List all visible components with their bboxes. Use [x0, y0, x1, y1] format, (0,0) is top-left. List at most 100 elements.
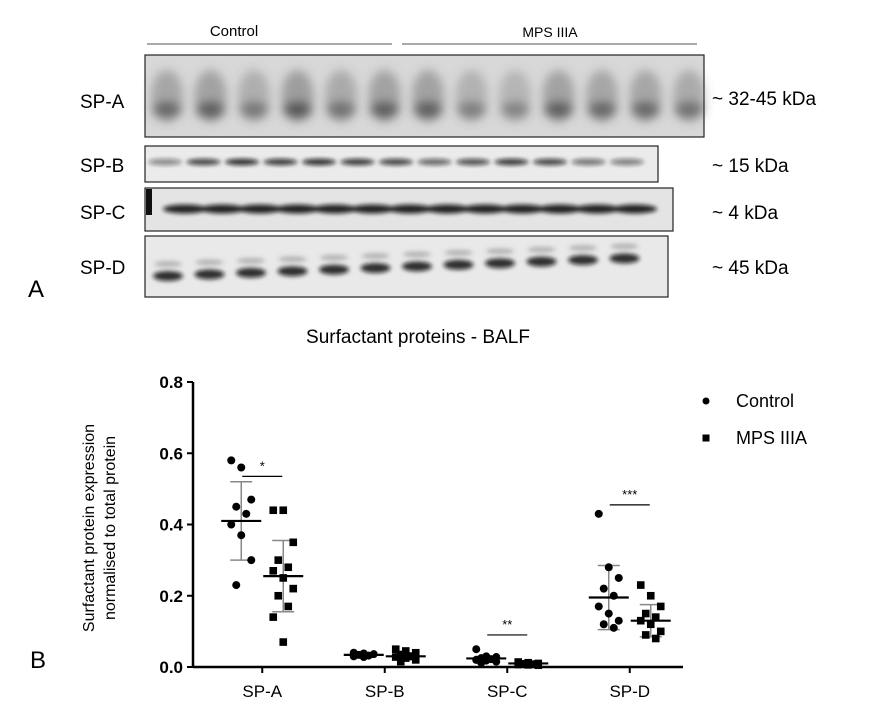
y-tick-label: 0.6 [159, 444, 183, 463]
point-mps-iiia [274, 591, 283, 600]
band-sp-b [494, 158, 529, 166]
point-mps-iiia [279, 574, 288, 582]
band-sp-c [500, 204, 545, 214]
y-tick-label: 0.0 [159, 658, 183, 677]
point-mps-iiia [411, 648, 420, 657]
band-sp-d [485, 258, 515, 269]
point-control [247, 495, 256, 504]
band-sp-d [527, 246, 556, 253]
point-mps-iiia [524, 661, 533, 669]
point-control [227, 520, 236, 529]
point-control [604, 563, 613, 572]
point-mps-iiia [279, 638, 288, 646]
point-control [477, 658, 486, 667]
point-control [609, 623, 618, 632]
band-sp-d [610, 243, 639, 250]
band-sp-a [543, 102, 574, 118]
legend-marker-control [702, 397, 710, 405]
point-control [242, 509, 251, 518]
band-sp-b [571, 158, 606, 166]
band-sp-d [526, 256, 557, 267]
point-mps-iiia [636, 581, 645, 589]
blot-size-sp-d: ~ 45 kDa [712, 258, 789, 279]
band-sp-d [236, 267, 266, 278]
western-blot-panel: Control MPS IIIA SP-A ~ 32-45 kDa SP-B ~… [28, 23, 816, 300]
point-mps-iiia [391, 645, 400, 653]
band-sp-d [609, 253, 640, 264]
band-sp-c [538, 204, 582, 214]
point-control [247, 556, 256, 565]
point-control [232, 581, 241, 590]
band-sp-d [278, 256, 307, 263]
band-sp-b [610, 158, 644, 166]
band-sp-b [533, 158, 567, 166]
band-sp-a [587, 102, 617, 118]
band-sp-d [402, 261, 432, 272]
band-sp-c [425, 204, 470, 214]
point-mps-iiia [656, 602, 665, 611]
point-mps-iiia [641, 631, 650, 639]
band-sp-d [154, 261, 182, 267]
band-sp-d [569, 245, 597, 251]
panel-label-b: B [30, 647, 46, 674]
band-sp-b [186, 158, 221, 166]
band-sp-d [361, 253, 390, 259]
blot-label-sp-b: SP-B [80, 156, 124, 177]
band-sp-d [194, 269, 225, 280]
band-sp-b [302, 158, 336, 166]
point-mps-iiia [284, 602, 293, 611]
point-mps-iiia [401, 647, 410, 655]
blot-size-sp-b: ~ 15 kDa [712, 156, 789, 177]
band-sp-a [674, 102, 704, 118]
x-tick-label: SP-A [242, 682, 282, 701]
band-sp-d [277, 266, 308, 277]
band-sp-a [456, 102, 487, 118]
point-control [349, 652, 358, 661]
band-sp-a [413, 102, 443, 118]
y-axis-label-line2: normalised to total protein [102, 436, 119, 620]
band-sp-c [613, 204, 657, 214]
point-control [237, 463, 246, 472]
band-sp-b [225, 158, 259, 166]
point-control [604, 609, 613, 618]
band-sp-c [200, 204, 245, 214]
point-mps-iiia [534, 661, 543, 670]
significance-label: ** [502, 617, 512, 632]
point-control [599, 584, 608, 593]
point-mps-iiia [656, 627, 665, 636]
x-tick-label: SP-D [609, 682, 650, 701]
band-sp-d [443, 259, 474, 270]
band-sp-d [360, 263, 391, 273]
band-sp-d [403, 251, 431, 258]
band-sp-d [153, 271, 183, 281]
point-mps-iiia [646, 591, 655, 600]
band-sp-b [263, 158, 298, 166]
blot-sp-c-edge [146, 189, 152, 215]
point-control [237, 531, 246, 540]
point-mps-iiia [279, 506, 288, 515]
group-label-control: Control [210, 23, 258, 40]
point-mps-iiia [269, 567, 278, 575]
point-mps-iiia [396, 657, 405, 666]
point-control [227, 456, 236, 465]
point-mps-iiia [651, 634, 660, 643]
point-mps-iiia [284, 563, 293, 572]
band-sp-a [500, 102, 530, 118]
band-sp-c [275, 204, 320, 214]
band-sp-d [444, 249, 473, 256]
point-control [614, 616, 623, 625]
significance-label: *** [622, 487, 637, 502]
band-sp-d [568, 255, 598, 265]
blot-label-sp-a: SP-A [80, 92, 125, 113]
point-mps-iiia [289, 538, 298, 547]
blot-label-sp-c: SP-C [80, 203, 125, 224]
band-sp-d [237, 257, 265, 264]
band-sp-b [340, 158, 375, 166]
band-sp-d [319, 264, 349, 275]
point-mps-iiia [641, 609, 650, 618]
point-control [232, 502, 241, 511]
point-control [492, 657, 501, 666]
point-control [614, 573, 623, 582]
band-sp-d [195, 259, 224, 266]
blot-size-sp-a: ~ 32-45 kDa [712, 89, 816, 110]
